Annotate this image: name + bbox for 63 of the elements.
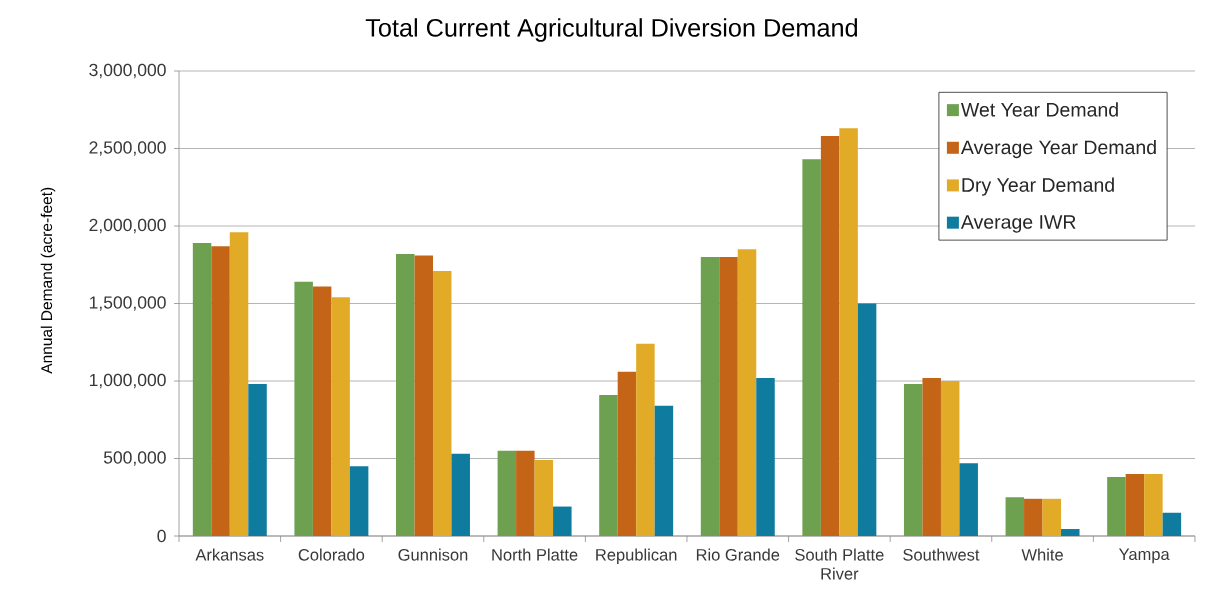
bar <box>331 297 350 536</box>
y-tick-label: 1,000,000 <box>89 373 166 389</box>
y-tick-label: 3,000,000 <box>89 63 166 79</box>
bar <box>636 343 655 536</box>
bar <box>414 255 433 536</box>
bar <box>922 377 941 536</box>
x-tick-label: Yampa <box>1118 548 1170 564</box>
legend-label: Average Year Demand <box>960 139 1156 159</box>
bar <box>1024 498 1043 536</box>
x-tick-label: North Platte <box>492 548 578 561</box>
bar <box>940 381 960 536</box>
x-tick-label: Republican <box>596 548 677 564</box>
bar <box>497 450 517 536</box>
legend-label: Average IWR <box>960 215 1076 233</box>
bar <box>719 257 738 536</box>
bar <box>802 159 821 536</box>
bar <box>1107 477 1126 536</box>
bar <box>294 281 313 536</box>
bar <box>1162 512 1182 536</box>
x-tick-label: Arkansas <box>195 548 264 561</box>
bar <box>349 466 369 536</box>
bar <box>959 463 978 536</box>
bar <box>432 270 452 536</box>
bar <box>700 257 720 536</box>
bar <box>396 253 415 536</box>
bar <box>1042 498 1062 536</box>
x-tick-label: White <box>1021 548 1063 561</box>
x-tick-label: Colorado <box>298 548 365 561</box>
bar <box>211 246 230 536</box>
bar <box>229 232 249 536</box>
bar <box>1125 474 1145 536</box>
bar <box>820 136 840 536</box>
x-tick-label: Rio Grande <box>696 548 780 561</box>
bar <box>192 243 212 536</box>
bar <box>1005 497 1025 536</box>
bar <box>553 506 572 536</box>
legend-label: Dry Year Demand <box>962 177 1114 196</box>
y-tick-label: 500,000 <box>103 451 166 466</box>
bar <box>903 384 923 536</box>
x-tick-label: Gunnison <box>398 548 468 561</box>
bar <box>756 377 775 536</box>
bar <box>654 405 674 536</box>
x-tick-label: Southwest <box>903 548 980 561</box>
bar <box>1061 529 1080 536</box>
bar <box>312 286 332 536</box>
bar <box>857 303 877 536</box>
y-axis-title: Annual Demand (acre-feet) <box>40 187 56 374</box>
bar <box>248 384 267 536</box>
y-tick-label: 0 <box>157 529 166 543</box>
bar <box>839 128 858 536</box>
y-tick-label: 2,000,000 <box>89 218 166 234</box>
bar <box>534 460 554 536</box>
y-tick-label: 1,500,000 <box>89 296 166 311</box>
bar <box>516 450 535 536</box>
legend-label: Wet Year Demand <box>960 102 1118 117</box>
bar <box>737 249 757 536</box>
bar <box>599 394 618 536</box>
bar <box>1144 474 1163 536</box>
bar <box>617 371 637 536</box>
chart-title: Total Current Agricultural Diversion Demand <box>365 18 858 42</box>
bar <box>451 453 470 536</box>
y-tick-label: 2,500,000 <box>89 141 166 156</box>
x-tick-label: South Platte River <box>795 548 884 580</box>
